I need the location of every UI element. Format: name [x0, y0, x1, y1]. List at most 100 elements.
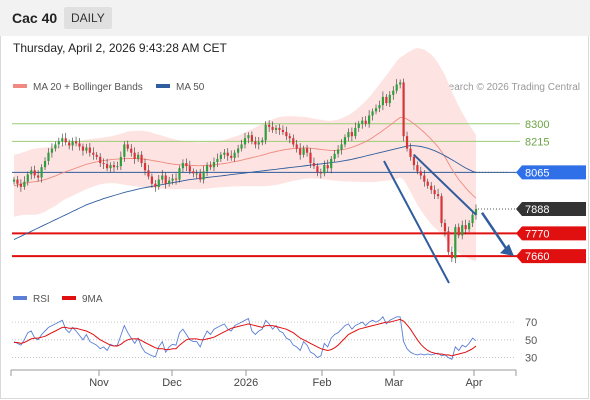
candle-body: [237, 148, 240, 153]
rsi-tick-label: 50: [525, 335, 537, 347]
candle-body: [416, 165, 419, 172]
candle-body: [368, 115, 371, 124]
price-pane: MA 20 + Bollinger Bands MA 50 Research © 2…: [12, 47, 580, 264]
candle-body: [443, 223, 447, 232]
candle-body: [37, 175, 40, 178]
candle-body: [454, 227, 457, 259]
candle-body: [264, 124, 267, 141]
rsi-ma-line: [14, 318, 477, 357]
candle-body: [471, 214, 474, 224]
candle-body: [168, 180, 171, 184]
candle-body: [199, 173, 202, 180]
current-price-label: 7888: [525, 204, 549, 216]
candle-body: [371, 111, 374, 116]
candle-body: [147, 170, 150, 177]
candle-body: [316, 166, 319, 173]
candle-body: [409, 148, 412, 157]
candle-body: [433, 189, 436, 195]
candle-body: [112, 165, 116, 168]
candle-body: [99, 156, 102, 164]
candle-body: [392, 90, 395, 95]
candle-body: [399, 82, 402, 85]
candle-body: [54, 144, 57, 149]
candle-body: [395, 84, 398, 91]
candle-body: [233, 152, 236, 158]
legend-swatch: [13, 84, 27, 88]
candle-body: [119, 156, 122, 167]
candle-body: [40, 167, 43, 178]
candle-body: [209, 165, 212, 168]
candle-body: [71, 141, 74, 146]
candle-body: [350, 132, 353, 137]
candle-body: [447, 231, 450, 252]
support-price-tag: [516, 226, 586, 241]
candle-body: [319, 172, 322, 174]
candle-body: [333, 153, 336, 159]
support-price-label: 7770: [525, 228, 549, 240]
copyright-label: Research © 2026 Trading Central: [431, 82, 580, 93]
candle-body: [240, 144, 243, 149]
candle-body: [226, 152, 229, 156]
ma50-price-label: 8065: [525, 167, 549, 179]
candle-body: [47, 152, 50, 161]
candle-body: [402, 82, 405, 137]
candle-body: [274, 127, 278, 130]
candle-body: [247, 135, 250, 139]
candle-body: [423, 175, 426, 182]
candle-body: [154, 183, 157, 187]
candle-body: [185, 163, 188, 167]
candle-body: [50, 148, 54, 153]
candle-body: [278, 127, 281, 130]
candle-body: [436, 194, 440, 197]
candle-body: [312, 163, 316, 167]
ma20-line: [13, 117, 477, 199]
candle-body: [271, 126, 274, 130]
candle-body: [43, 160, 47, 168]
rsi-tick-label: 30: [525, 353, 537, 365]
candle-body: [181, 163, 185, 169]
candle-body: [243, 138, 247, 145]
candle-body: [68, 142, 71, 146]
candle-body: [326, 165, 329, 169]
candle-body: [92, 152, 95, 155]
legend-label: MA 20 + Bollinger Bands: [33, 82, 143, 93]
candle-body: [450, 251, 453, 259]
candle-body: [288, 136, 291, 139]
x-axis-label: Mar: [385, 377, 404, 389]
candle-body: [347, 132, 350, 138]
x-axis-label: 2026: [234, 377, 258, 389]
candle-body: [285, 132, 288, 137]
candle-body: [223, 152, 226, 155]
ma50-price-tag: [516, 165, 586, 180]
candle-body: [171, 178, 174, 181]
candle-body: [88, 147, 91, 153]
candle-body: [336, 149, 340, 154]
legend-label: MA 50: [176, 82, 205, 93]
candle-body: [16, 179, 19, 184]
candle-body: [33, 170, 36, 176]
rsi-ma-legend-swatch: [62, 296, 76, 300]
support-price-tag: [516, 249, 586, 264]
candle-body: [205, 165, 209, 172]
candle-body: [78, 143, 81, 147]
datetime-label: Thursday, April 2, 2026 9:43:28 AM CET: [13, 41, 227, 55]
candle-body: [216, 158, 219, 163]
candle-body: [133, 152, 136, 159]
candle-body: [123, 144, 126, 157]
timeframe-button[interactable]: DAILY: [64, 7, 112, 29]
current-price-tag: [516, 201, 586, 216]
candle-body: [188, 166, 191, 172]
rsi-line: [13, 316, 477, 360]
candle-body: [250, 135, 253, 142]
x-axis-label: Feb: [313, 377, 332, 389]
candle-body: [464, 225, 467, 230]
rsi-ma-legend-label: 9MA: [82, 294, 103, 305]
candle-body: [130, 148, 133, 153]
candle-body: [150, 176, 154, 184]
candle-body: [74, 141, 78, 144]
candle-body: [261, 140, 264, 143]
candle-body: [140, 154, 143, 164]
forecast-arrow-head: [500, 244, 514, 257]
candle-body: [295, 144, 298, 149]
rsi-pane: RSI 9MA 70 50 30: [12, 294, 537, 365]
